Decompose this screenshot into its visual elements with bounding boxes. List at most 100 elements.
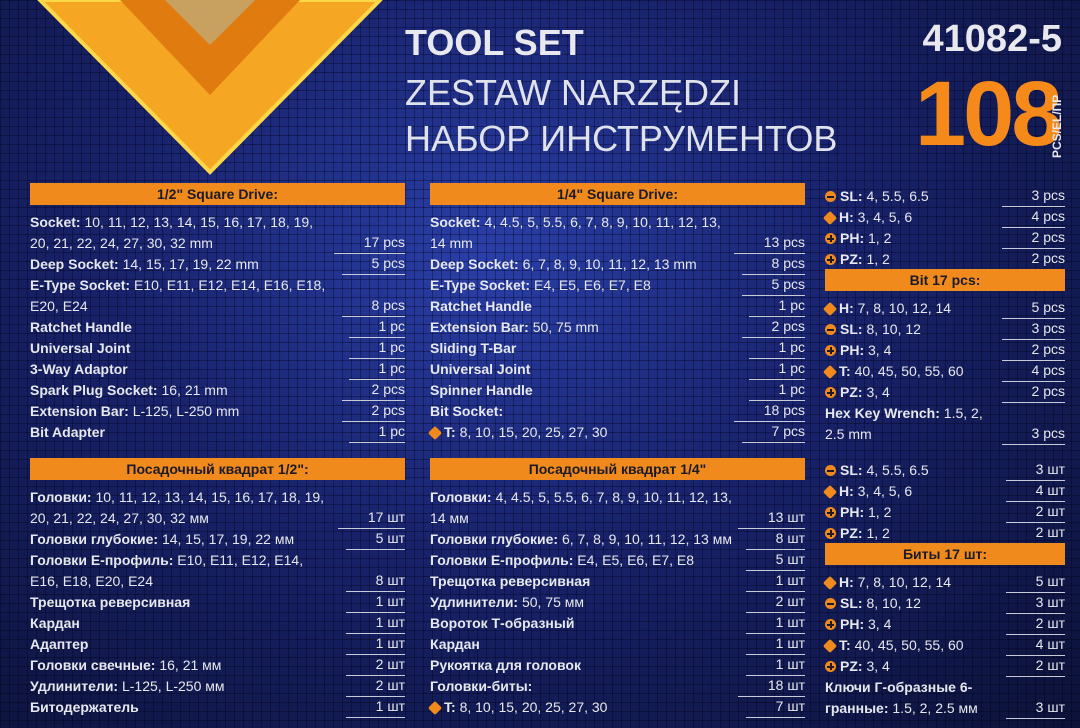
item-spec: 7, 8, 10, 12, 14 — [857, 300, 952, 316]
item-name: Удлинители: — [30, 678, 119, 694]
item-qty: 5 шт — [1005, 571, 1065, 593]
section: Посадочный квадрат 1/2": Головки: 10, 11,… — [30, 458, 405, 718]
item-qty: 1 шт — [745, 612, 805, 634]
item-qty: 5 pcs — [1001, 297, 1065, 319]
item-qty: 5 шт — [745, 549, 805, 571]
item-spec: 1, 2 — [866, 525, 890, 541]
item-spec: 3, 4 — [868, 616, 892, 632]
item-qty: 1 шт — [345, 591, 405, 613]
item-qty: 2 pcs — [1001, 339, 1065, 361]
item-row: Головки Е-профиль: Е10, Е11, Е12, Е14, Е… — [30, 550, 405, 592]
item-qty: 2 шт — [1005, 613, 1065, 635]
item-name: Головки Е-профиль: — [430, 552, 574, 568]
item-name: Головки свечные: — [30, 657, 156, 673]
item-name: PZ: — [840, 384, 863, 400]
item-row: PZ: 1, 2 2 шт — [825, 523, 1065, 544]
item-qty: 1 шт — [745, 633, 805, 655]
item-name: Адаптер — [30, 636, 89, 652]
bit-icon — [822, 210, 838, 226]
item-spec: 8, 10, 15, 20, 25, 27, 30 — [459, 699, 608, 715]
item-name: PH: — [840, 230, 865, 246]
item-qty: 4 pcs — [1001, 360, 1065, 382]
item-row: Hex Key Wrench: 1.5, 2, 2.5 mm 3 pcs — [825, 403, 1065, 445]
item-spec: 4, 5.5, 6.5 — [866, 188, 929, 204]
item-name: H: — [839, 209, 854, 225]
item-row: Ratchet Handle 1 pc — [30, 317, 405, 338]
item-qty: 8 pcs — [741, 253, 805, 275]
section-heading: 1/4" Square Drive: — [430, 183, 805, 205]
item-qty: 1 pc — [348, 316, 405, 338]
item-row: T: 40, 45, 50, 55, 60 4 pcs — [822, 360, 1065, 382]
bit-icon — [825, 619, 836, 630]
section: Посадочный квадрат 1/4" Головки: 4, 4.5, … — [427, 458, 805, 718]
item-row: Extension Bar: L-125, L-250 mm 2 pcs — [30, 401, 405, 422]
item-qty: 1 шт — [745, 654, 805, 676]
section: 1/4" Square Drive: Socket: 4, 4.5, 5, 5.5… — [427, 183, 805, 443]
section-heading: Биты 17 шт: — [825, 543, 1065, 565]
bit-icon — [825, 465, 836, 476]
item-spec: 8, 10, 12 — [866, 321, 921, 337]
item-spec: 1, 2 — [868, 230, 892, 246]
item-qty: 5 pcs — [741, 274, 805, 296]
item-row: Ratchet Handle 1 pc — [430, 296, 805, 317]
item-row: H: 7, 8, 10, 12, 14 5 pcs — [822, 297, 1065, 319]
item-row: T: 8, 10, 15, 20, 25, 27, 30 7 шт — [427, 697, 805, 718]
item-row: Головки Е-профиль: Е4, Е5, Е6, Е7, Е8 5 ш… — [430, 550, 805, 571]
item-row: Головки глубокие: 6, 7, 8, 9, 10, 11, 12… — [430, 529, 805, 550]
item-name: Bit Adapter — [30, 424, 105, 440]
item-row: SL: 4, 5.5, 6.5 3 шт — [825, 460, 1065, 481]
item-qty: 13 шт — [737, 507, 805, 529]
bit-icon — [825, 345, 836, 356]
item-row: PZ: 3, 4 2 шт — [825, 656, 1065, 677]
item-name: SL: — [840, 321, 863, 337]
item-row: H: 3, 4, 5, 6 4 шт — [822, 481, 1065, 502]
item-spec: 1.5, 2, 2.5 mm — [825, 405, 983, 442]
item-row: Удлинители: L-125, L-250 мм 2 шт — [30, 676, 405, 697]
item-qty: 17 pcs — [333, 232, 405, 254]
item-name: Трещотка реверсивная — [30, 594, 191, 610]
item-name: Universal Joint — [430, 361, 531, 377]
item-row: Головки-биты: 18 шт — [430, 676, 805, 697]
section: Bit 17 pcs: H: 7, 8, 10, 12, 14 5 pcs SL: 8… — [822, 269, 1065, 445]
item-qty: 18 шт — [737, 675, 805, 697]
item-qty: 2 pcs — [1001, 227, 1065, 249]
item-row: Головки глубокие: 14, 15, 17, 19, 22 мм 5… — [30, 529, 405, 550]
bit-icon — [822, 484, 838, 500]
item-name: Ключи Г-образные 6-гранные: — [825, 679, 973, 716]
item-row: Головки свечные: 16, 21 мм 2 шт — [30, 655, 405, 676]
item-name: PZ: — [840, 525, 863, 541]
item-qty: 2 pcs — [341, 400, 405, 422]
item-qty: 8 pcs — [341, 295, 405, 317]
chevron — [37, 0, 383, 175]
item-row: Кардан 1 шт — [430, 634, 805, 655]
subtitle: ZESTAW NARZĘDZI — [405, 72, 741, 113]
item-qty: 2 pcs — [1001, 248, 1065, 270]
item-name: Головки-биты: — [430, 678, 533, 694]
bit-icon — [825, 233, 836, 244]
item-qty: 4 шт — [1005, 634, 1065, 656]
item-row: PZ: 3, 4 2 pcs — [825, 382, 1065, 403]
item-name: PH: — [840, 342, 865, 358]
item-row: Вороток Т-образный 1 шт — [430, 613, 805, 634]
item-qty: 4 pcs — [1001, 206, 1065, 228]
item-qty: 1 pc — [748, 337, 805, 359]
item-spec: 14, 15, 17, 19, 22 мм — [161, 531, 295, 547]
item-name: PZ: — [840, 251, 863, 267]
item-spec: 7, 8, 10, 12, 14 — [857, 574, 952, 590]
item-spec: 40, 45, 50, 55, 60 — [854, 363, 964, 379]
item-name: Deep Socket: — [30, 256, 119, 272]
bit-icon — [825, 191, 836, 202]
item-spec: L-125, L-250 mm — [132, 403, 240, 419]
item-qty: 8 шт — [345, 570, 405, 592]
title: TOOL SET — [405, 22, 584, 63]
bit-icon — [822, 301, 838, 317]
item-spec: 16, 21 мм — [159, 657, 222, 673]
item-spec: 3, 4, 5, 6 — [857, 483, 913, 499]
item-name: 3-Way Adaptor — [30, 361, 128, 377]
item-qty: 2 шт — [1005, 522, 1065, 544]
item-qty: 1 шт — [345, 696, 405, 718]
bit-icon — [825, 598, 836, 609]
item-row: Spark Plug Socket: 16, 21 mm 2 pcs — [30, 380, 405, 401]
item-name: T: — [839, 363, 851, 379]
